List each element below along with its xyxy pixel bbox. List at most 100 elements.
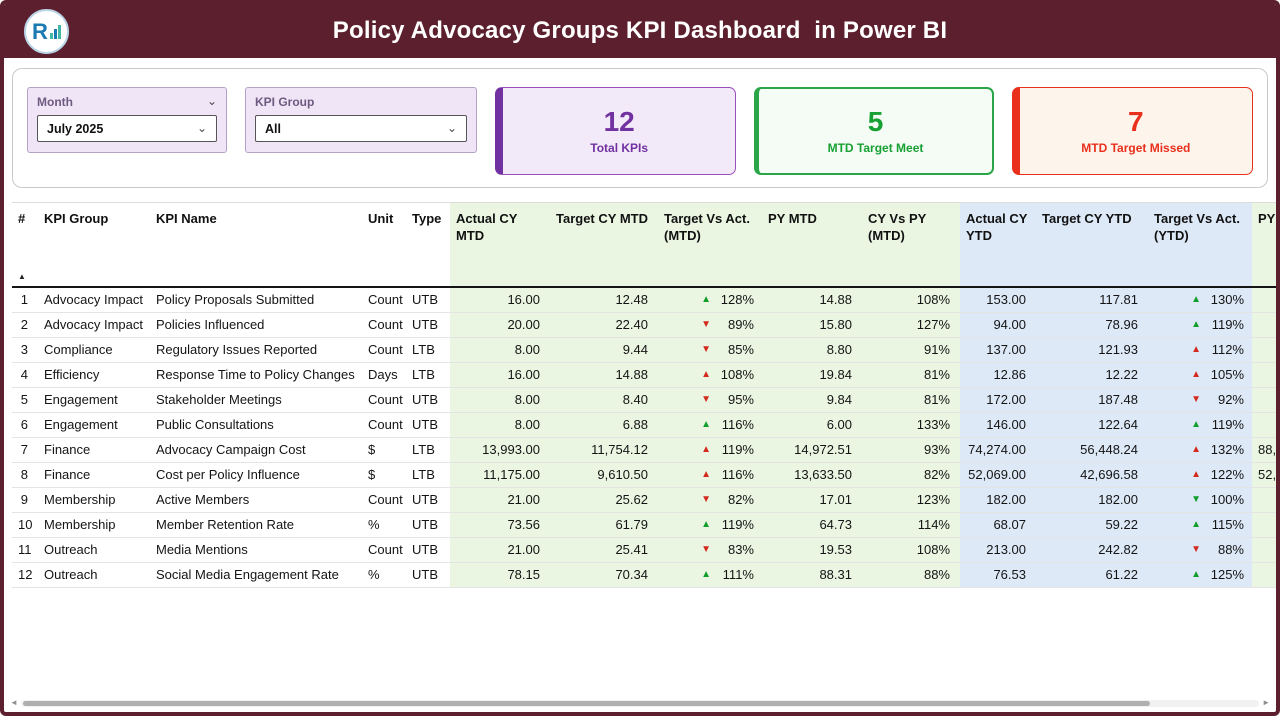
- kpi-group-cell: Finance: [38, 437, 150, 463]
- chevron-down-icon[interactable]: ⌄: [206, 94, 217, 109]
- kpi-group-dropdown-value: All: [265, 121, 281, 136]
- target-vs-act-ytd-cell: ▲ 125%: [1148, 562, 1252, 588]
- header-bar: R Policy Advocacy Groups KPI Dashboard i…: [4, 4, 1276, 58]
- target-cy-ytd-cell: 61.22: [1036, 562, 1148, 588]
- type-cell: UTB: [406, 312, 450, 338]
- kpi-group-cell: Engagement: [38, 412, 150, 438]
- target-cy-mtd-cell: 22.40: [550, 312, 658, 338]
- target-vs-act-mtd-cell: ▼ 85%: [658, 337, 762, 363]
- row-number: 2: [12, 312, 38, 338]
- target-vs-act-ytd-cell: ▲ 119%: [1148, 312, 1252, 338]
- percent-value: 116%: [721, 467, 754, 482]
- scrollbar-thumb[interactable]: [22, 700, 1150, 706]
- py-ytd-cell: [1252, 337, 1276, 363]
- unit-cell: Count: [362, 387, 406, 413]
- col-header-target-vs-act-ytd[interactable]: Target Vs Act. (YTD): [1148, 203, 1252, 288]
- up-arrow-icon: ▲: [701, 568, 711, 580]
- col-header-target-vs-act-mtd[interactable]: Target Vs Act. (MTD): [658, 203, 762, 288]
- month-dropdown-value: July 2025: [47, 121, 104, 136]
- percent-value: 92%: [1217, 392, 1244, 407]
- col-header-actual-cy-ytd[interactable]: Actual CY YTD: [960, 203, 1036, 288]
- type-cell: UTB: [406, 287, 450, 313]
- kpi-group-cell: Outreach: [38, 562, 150, 588]
- target-vs-act-ytd-cell: ▲ 115%: [1148, 512, 1252, 538]
- target-vs-act-ytd-cell: ▲ 122%: [1148, 462, 1252, 488]
- up-arrow-icon: ▲: [1191, 318, 1201, 330]
- py-ytd-cell: [1252, 362, 1276, 388]
- month-dropdown[interactable]: July 2025 ⌄: [37, 115, 217, 142]
- up-arrow-icon: ▲: [701, 293, 711, 305]
- percent-value: 125%: [1210, 567, 1244, 582]
- actual-cy-ytd-cell: 68.07: [960, 512, 1036, 538]
- col-header-actual-cy-mtd[interactable]: Actual CY MTD: [450, 203, 550, 288]
- actual-cy-ytd-cell: 182.00: [960, 487, 1036, 513]
- up-arrow-icon: ▲: [1191, 343, 1201, 355]
- target-vs-act-mtd-cell: ▲ 116%: [658, 462, 762, 488]
- actual-cy-ytd-cell: 74,274.00: [960, 437, 1036, 463]
- up-arrow-icon: ▲: [1191, 293, 1201, 305]
- target-vs-act-ytd-cell: ▲ 112%: [1148, 337, 1252, 363]
- col-header-py-ytd[interactable]: PY: [1252, 203, 1276, 288]
- cy-vs-py-mtd-cell: 88%: [862, 562, 960, 588]
- month-slicer: Month ⌄ July 2025 ⌄: [27, 87, 227, 153]
- col-header-unit[interactable]: Unit: [362, 203, 406, 288]
- kpi-name-cell: Member Retention Rate: [150, 512, 362, 538]
- target-cy-ytd-cell: 78.96: [1036, 312, 1148, 338]
- row-number: 5: [12, 387, 38, 413]
- cy-vs-py-mtd-cell: 133%: [862, 412, 960, 438]
- total-kpis-label: Total KPIs: [590, 140, 649, 155]
- py-mtd-cell: 15.80: [762, 312, 862, 338]
- target-vs-act-ytd-cell: ▲ 119%: [1148, 412, 1252, 438]
- unit-cell: Count: [362, 412, 406, 438]
- col-header-target-cy-ytd[interactable]: Target CY YTD: [1036, 203, 1148, 288]
- percent-value: 82%: [727, 492, 754, 507]
- sort-ascending-icon[interactable]: ▲: [18, 271, 26, 281]
- target-cy-mtd-cell: 9.44: [550, 337, 658, 363]
- percent-value: 112%: [1211, 342, 1244, 357]
- col-header-num[interactable]: # ▲: [12, 203, 38, 288]
- unit-cell: $: [362, 462, 406, 488]
- unit-cell: Count: [362, 537, 406, 563]
- percent-value: 119%: [1211, 417, 1244, 432]
- col-header-type[interactable]: Type: [406, 203, 450, 288]
- py-mtd-cell: 19.53: [762, 537, 862, 563]
- col-header-cy-vs-py-mtd[interactable]: CY Vs PY (MTD): [862, 203, 960, 288]
- col-header-py-mtd[interactable]: PY MTD: [762, 203, 862, 288]
- actual-cy-mtd-cell: 21.00: [450, 537, 550, 563]
- row-number: 7: [12, 437, 38, 463]
- kpi-group-slicer: KPI Group All ⌄: [245, 87, 477, 153]
- kpi-group-slicer-header: KPI Group: [255, 95, 467, 109]
- col-header-kpi-group[interactable]: KPI Group: [38, 203, 150, 288]
- scrollbar-track[interactable]: [20, 699, 1260, 707]
- scroll-left-icon[interactable]: ◄: [10, 698, 18, 707]
- col-header-target-cy-mtd[interactable]: Target CY MTD: [550, 203, 658, 288]
- scroll-right-icon[interactable]: ►: [1262, 698, 1270, 707]
- cy-vs-py-mtd-cell: 108%: [862, 537, 960, 563]
- up-arrow-icon: ▲: [701, 368, 711, 380]
- actual-cy-ytd-cell: 153.00: [960, 287, 1036, 313]
- type-cell: LTB: [406, 462, 450, 488]
- cy-vs-py-mtd-cell: 81%: [862, 362, 960, 388]
- kpi-name-cell: Stakeholder Meetings: [150, 387, 362, 413]
- target-cy-ytd-cell: 122.64: [1036, 412, 1148, 438]
- chevron-down-icon: ⌄: [196, 120, 207, 135]
- col-header-kpi-name[interactable]: KPI Name: [150, 203, 362, 288]
- up-arrow-icon: ▲: [701, 518, 711, 530]
- target-cy-mtd-cell: 25.62: [550, 487, 658, 513]
- cy-vs-py-mtd-cell: 108%: [862, 287, 960, 313]
- unit-cell: $: [362, 437, 406, 463]
- up-arrow-icon: ▲: [701, 468, 711, 480]
- actual-cy-mtd-cell: 20.00: [450, 312, 550, 338]
- percent-value: 105%: [1210, 367, 1244, 382]
- actual-cy-mtd-cell: 16.00: [450, 362, 550, 388]
- chevron-down-icon: ⌄: [446, 120, 457, 135]
- kpi-name-cell: Advocacy Campaign Cost: [150, 437, 362, 463]
- kpi-group-dropdown[interactable]: All ⌄: [255, 115, 467, 142]
- cy-vs-py-mtd-cell: 127%: [862, 312, 960, 338]
- actual-cy-ytd-cell: 52,069.00: [960, 462, 1036, 488]
- horizontal-scrollbar[interactable]: ◄ ►: [10, 697, 1270, 709]
- kpi-group-cell: Advocacy Impact: [38, 287, 150, 313]
- percent-value: 130%: [1210, 292, 1244, 308]
- py-mtd-cell: 9.84: [762, 387, 862, 413]
- kpi-name-cell: Regulatory Issues Reported: [150, 337, 362, 363]
